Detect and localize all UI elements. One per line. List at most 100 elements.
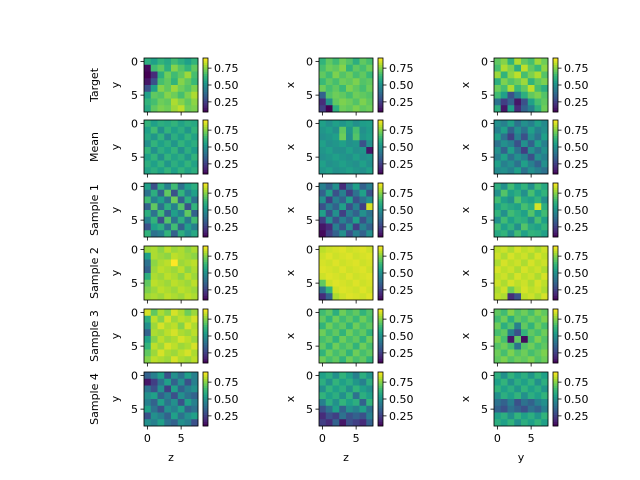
colorbar-segment (378, 358, 383, 362)
heatmap-cell (534, 64, 542, 72)
heatmap-cell (339, 223, 347, 231)
colorbar-segment (203, 266, 208, 269)
heatmap-cell (339, 126, 347, 134)
heatmap-cell (144, 309, 152, 317)
heatmap-cell (514, 252, 522, 260)
heatmap-cell (144, 140, 152, 148)
heatmap-cell (177, 223, 185, 231)
colorbar-segment (553, 94, 558, 97)
heatmap-cell (157, 273, 165, 281)
heatmap-cell (339, 120, 347, 128)
heatmap-cell (150, 230, 158, 238)
heatmap-cell (514, 140, 522, 148)
colorbar-segment (378, 338, 383, 341)
heatmap-cell (332, 126, 340, 134)
heatmap-cell (319, 98, 327, 106)
heatmap-cell (541, 322, 549, 330)
colorbar-segment (378, 252, 383, 256)
heatmap-cell (521, 223, 529, 231)
heatmap-cell (144, 160, 152, 168)
heatmap-cell (521, 419, 529, 427)
heatmap-cell (514, 259, 522, 267)
heatmap-cell (171, 349, 179, 357)
colorbar-segment (203, 399, 208, 402)
colorbar-segment (378, 250, 383, 254)
heatmap-cell (500, 419, 508, 427)
heatmap-cell (352, 147, 360, 155)
colorbar-segment (378, 342, 383, 346)
heatmap-cell (521, 189, 529, 197)
colorbar-segment (378, 282, 383, 285)
colorbar-segment (553, 107, 558, 111)
colorbar-segment (553, 109, 558, 113)
heatmap-cell (352, 385, 360, 393)
colorbar-tick-label: 0.75 (214, 124, 239, 137)
heatmap-cell (521, 356, 529, 364)
y-tick-label: 0 (306, 180, 313, 193)
heatmap-cell (514, 153, 522, 161)
heatmap-cell (171, 133, 179, 141)
heatmap-cell (366, 405, 374, 413)
heatmap-cell (500, 293, 508, 301)
heatmap-cell (191, 286, 199, 294)
heatmap-cell (541, 419, 549, 427)
colorbar-segment (203, 412, 208, 416)
heatmap-cell (352, 293, 360, 301)
colorbar-segment (203, 347, 208, 350)
heatmap-cell (507, 279, 515, 287)
colorbar-segment (553, 196, 558, 200)
y-axis-label: x (459, 332, 472, 339)
colorbar-segment (378, 412, 383, 416)
heatmap-cell (527, 147, 535, 155)
heatmap-cell (521, 140, 529, 148)
heatmap-cell (191, 385, 199, 393)
colorbar-segment (203, 336, 208, 339)
colorbar-tick-label: 0.75 (214, 62, 239, 75)
heatmap-cell (150, 71, 158, 79)
colorbar-segment (553, 399, 558, 402)
colorbar-segment (203, 135, 208, 139)
heatmap-cell (191, 372, 199, 380)
heatmap-cell (171, 58, 179, 66)
heatmap-cell (359, 78, 367, 86)
panel-frame (318, 119, 374, 175)
heatmap-cell (494, 266, 502, 274)
colorbar-tick-label: 0.25 (389, 410, 414, 423)
heatmap-cell (164, 385, 172, 393)
x-tick-label: 0 (319, 432, 326, 445)
colorbar-segment (378, 268, 383, 272)
heatmap-cell (521, 259, 529, 267)
heatmap-cell (527, 85, 535, 93)
heatmap-cell (507, 153, 515, 161)
colorbar-segment (378, 419, 383, 422)
heatmap-cell (346, 183, 354, 191)
heatmap-cell (191, 98, 199, 106)
heatmap-cell (325, 189, 333, 197)
heatmap-cell (521, 293, 529, 301)
colorbar-segment (553, 67, 558, 70)
colorbar-segment (203, 257, 208, 260)
colorbar-segment (203, 408, 208, 411)
heatmap-cell (144, 85, 152, 93)
heatmap-cell (171, 78, 179, 86)
heatmap-cell (359, 293, 367, 301)
heatmap-cell (352, 315, 360, 323)
heatmap-cell (319, 266, 327, 274)
heatmap-cell (494, 378, 502, 386)
colorbar-segment (553, 387, 558, 391)
heatmap-cell (325, 160, 333, 168)
heatmap-cell (366, 147, 374, 155)
heatmap-cell (157, 230, 165, 238)
heatmap-cell (184, 160, 192, 168)
heatmap-cell (164, 405, 172, 413)
colorbar-segment (553, 257, 558, 260)
heatmap-cell (171, 405, 179, 413)
heatmap-cell (527, 259, 535, 267)
heatmap-cell (500, 85, 508, 93)
colorbar-segment (203, 378, 208, 382)
heatmap-cell (500, 91, 508, 99)
heatmap-cell (144, 189, 152, 197)
heatmap-cell (500, 167, 508, 175)
colorbar-segment (378, 387, 383, 391)
